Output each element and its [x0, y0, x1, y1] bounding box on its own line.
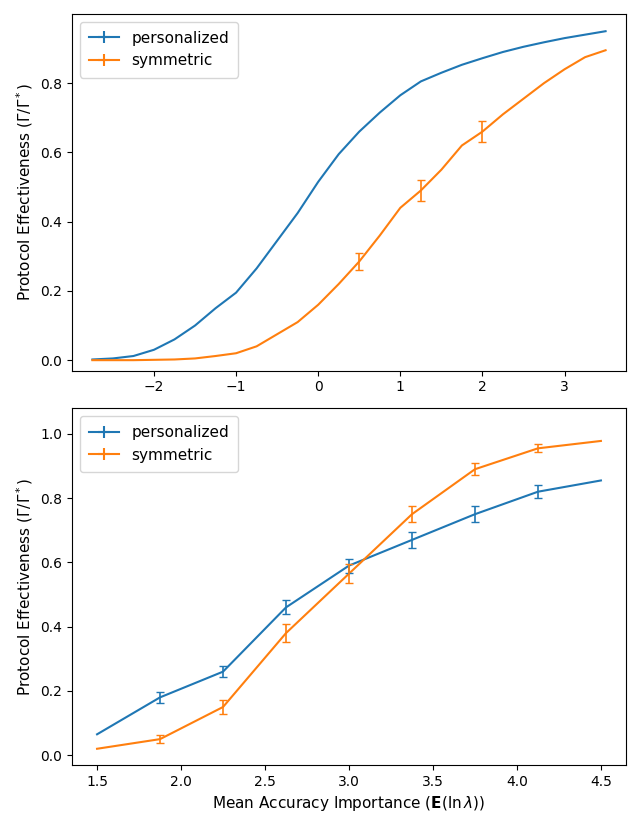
- X-axis label: Mean Accuracy Importance ($\mathbf{E}(\ln \lambda)$): Mean Accuracy Importance ($\mathbf{E}(\l…: [212, 794, 486, 813]
- Y-axis label: Protocol Effectiveness ($\Gamma/\Gamma^*$): Protocol Effectiveness ($\Gamma/\Gamma^*…: [14, 84, 35, 301]
- Legend: personalized, symmetric: personalized, symmetric: [79, 22, 238, 78]
- Y-axis label: Protocol Effectiveness ($\Gamma/\Gamma^*$): Protocol Effectiveness ($\Gamma/\Gamma^*…: [14, 477, 35, 696]
- Legend: personalized, symmetric: personalized, symmetric: [79, 416, 238, 471]
